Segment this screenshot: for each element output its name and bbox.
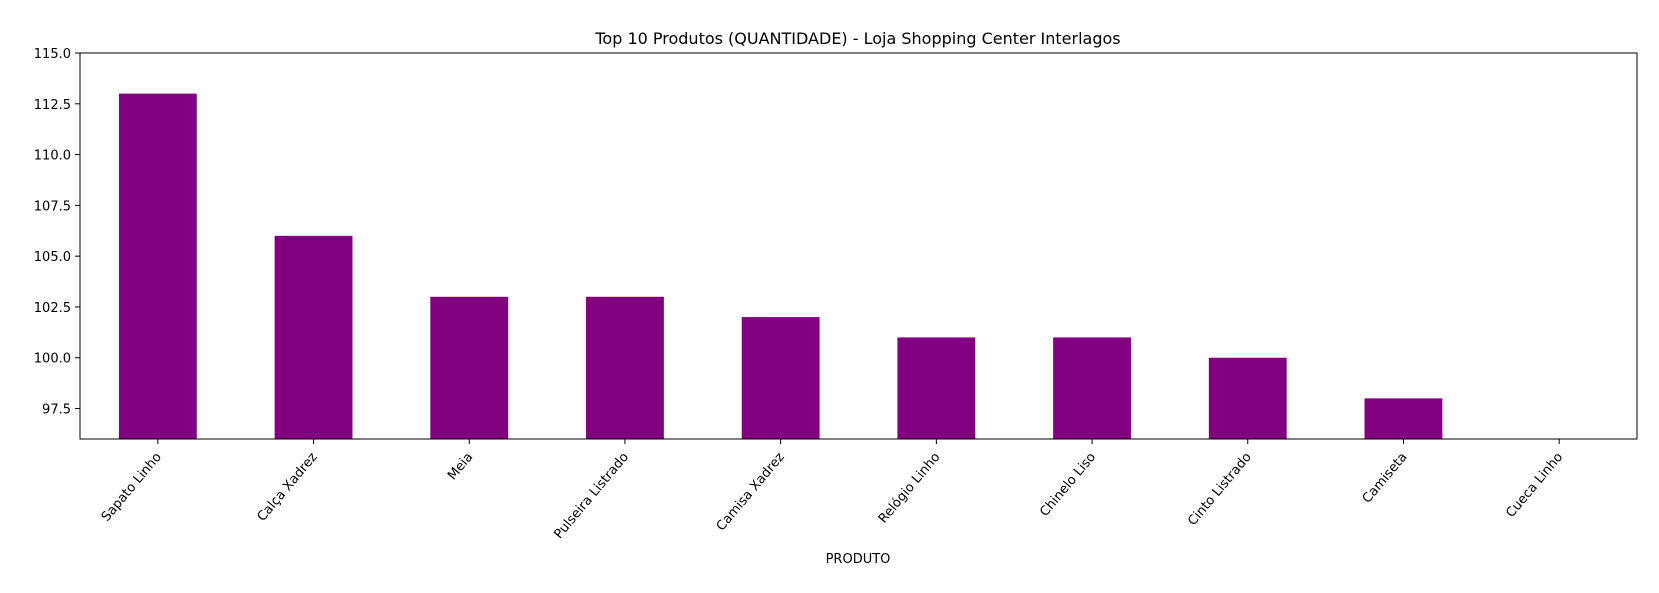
- bar-3: [430, 296, 509, 439]
- bar-1: [118, 93, 197, 439]
- y-axis: 97.5 100.0 102.5 105.0 107.5 110.0 112.5 115.0: [34, 47, 80, 418]
- x-tick-label: Chinelo Liso: [1037, 450, 1099, 520]
- y-tick-label: 107.5: [34, 199, 71, 214]
- x-tick-label: Relógio Linho: [876, 450, 944, 527]
- y-tick-label: 112.5: [34, 98, 71, 113]
- x-tick-label: Sapato Linho: [99, 450, 165, 525]
- x-tick-label: Cueca Linho: [1503, 450, 1566, 521]
- x-tick-label: Calça Xadrez: [255, 450, 321, 525]
- y-tick-label: 105.0: [34, 250, 71, 265]
- x-axis: Sapato Linho Calça Xadrez Meia Pulseira Lis…: [99, 439, 1566, 542]
- x-tick-label: Pulseira Listrado: [551, 450, 632, 542]
- plot-frame: [79, 52, 1638, 440]
- x-tick-label: Camiseta: [1360, 450, 1411, 506]
- y-tick-label: 115.0: [34, 47, 71, 62]
- bar-5: [741, 317, 820, 439]
- x-tick-label: Meia: [445, 450, 476, 483]
- bar-4: [586, 296, 664, 439]
- bars-group: [118, 93, 1443, 439]
- bar-7: [1053, 337, 1131, 439]
- bar-8: [1208, 357, 1287, 439]
- y-tick-label: 110.0: [34, 149, 71, 164]
- y-tick-label: 97.5: [42, 403, 71, 418]
- x-axis-label: PRODUTO: [826, 552, 891, 567]
- x-tick-label: Camisa Xadrez: [714, 450, 788, 534]
- x-tick-label: Cinto Listrado: [1185, 450, 1255, 529]
- bar-6: [897, 337, 976, 439]
- chart-title: Top 10 Produtos (QUANTIDADE) - Loja Shop…: [594, 29, 1120, 48]
- bar-2: [274, 235, 353, 439]
- y-tick-label: 100.0: [34, 352, 71, 367]
- bar-9: [1364, 398, 1443, 439]
- y-tick-label: 102.5: [34, 301, 71, 316]
